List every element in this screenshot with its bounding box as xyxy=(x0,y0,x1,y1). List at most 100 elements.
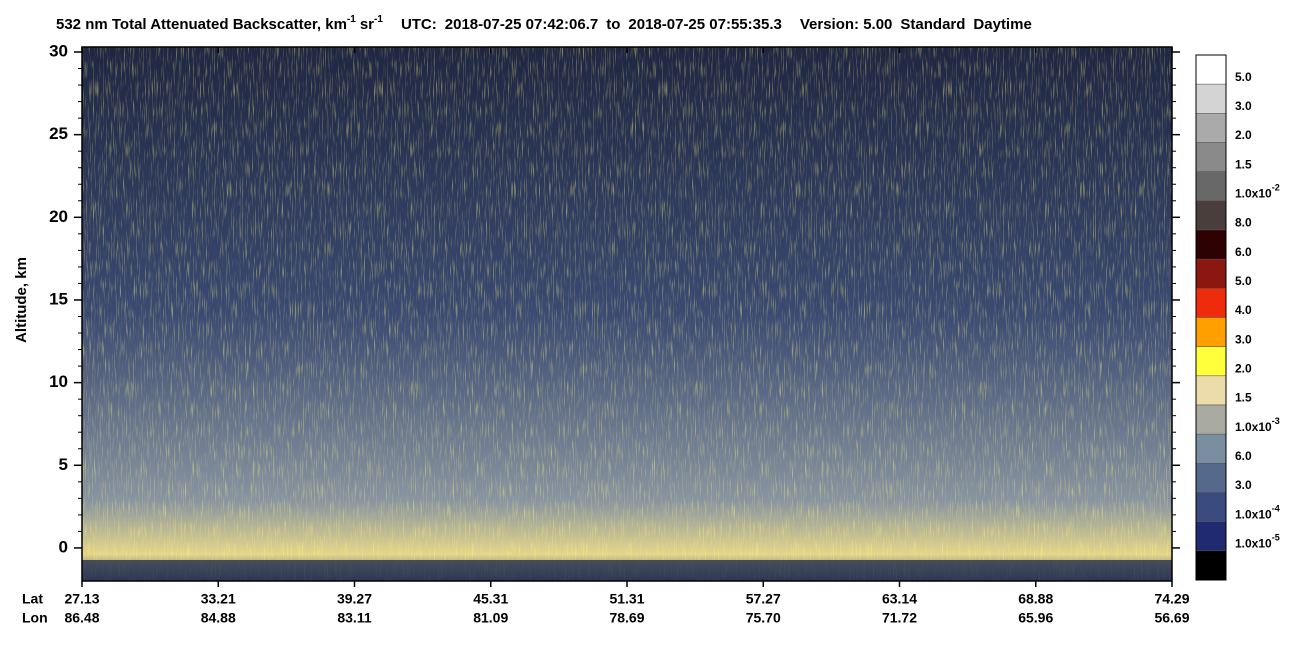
colorbar-label-text: 6.0 xyxy=(1235,245,1252,259)
y-tick-label: 10 xyxy=(49,372,68,391)
colorbar-label-text: 1.0x10 xyxy=(1235,507,1272,521)
x-tick-label: 27.13 xyxy=(64,591,99,607)
x-tick-label: 84.88 xyxy=(201,610,236,626)
colorbar-label: 1.5 xyxy=(1235,391,1252,405)
colorbar-label: 1.0x10-2 xyxy=(1235,183,1280,201)
x-tick-label: 75.70 xyxy=(746,610,781,626)
colorbar-swatch xyxy=(1195,54,1227,85)
x-tick-label: 45.31 xyxy=(473,591,508,607)
colorbar-label-text: 3.0 xyxy=(1235,332,1252,346)
colorbar-label-text: 2.0 xyxy=(1235,362,1252,376)
colorbar-swatch xyxy=(1195,463,1227,493)
x-tick-label: 63.14 xyxy=(882,591,917,607)
colorbar-swatch xyxy=(1195,200,1227,231)
title: 532 nm Total Attenuated Backscatter, km-… xyxy=(56,14,1032,33)
colorbar-label: 4.0 xyxy=(1235,303,1252,317)
x-tick-label: 57.27 xyxy=(746,591,781,607)
colorbar-label: 2.0 xyxy=(1235,362,1252,376)
colorbar-label: 5.0 xyxy=(1235,274,1252,288)
x-tick-label: 39.27 xyxy=(337,591,372,607)
x-tick-label: 71.72 xyxy=(882,610,917,626)
colorbar-swatch xyxy=(1195,229,1227,260)
colorbar-swatch xyxy=(1195,258,1227,289)
colorbar-swatch xyxy=(1195,346,1227,377)
colorbar-swatch xyxy=(1195,83,1227,114)
colorbar-swatch xyxy=(1195,492,1227,522)
subtitle-part: 2018-07-25 07:42:06.7 xyxy=(445,16,598,33)
title-sup: -1 xyxy=(347,14,356,25)
colorbar-label: 5.0 xyxy=(1235,70,1252,84)
colorbar-swatch xyxy=(1195,433,1227,464)
colorbar-label-text: 1.5 xyxy=(1235,157,1252,171)
colorbar-label: 6.0 xyxy=(1235,449,1252,463)
y-tick-label: 30 xyxy=(49,41,68,60)
colorbar-label-text: 2.0 xyxy=(1235,128,1252,142)
colorbar-label: 1.0x10-5 xyxy=(1235,533,1280,551)
colorbar-swatch xyxy=(1195,317,1227,347)
colorbar-swatch xyxy=(1195,550,1227,581)
x-tick-label: 68.88 xyxy=(1018,591,1053,607)
subtitle-part: 2018-07-25 07:55:35.3 xyxy=(628,16,781,33)
colorbar-label-exp: -3 xyxy=(1272,416,1280,426)
y-tick-label: 25 xyxy=(49,124,68,143)
colorbar-label-exp: -4 xyxy=(1272,504,1280,514)
subtitle-part: Daytime xyxy=(973,16,1031,33)
colorbar-label: 3.0 xyxy=(1235,332,1252,346)
colorbar-swatch xyxy=(1195,375,1227,406)
x-row-name: Lon xyxy=(22,610,48,626)
colorbar: 5.03.02.01.51.0x10-28.06.05.04.03.02.01.… xyxy=(1195,54,1280,581)
x-tick-label: 81.09 xyxy=(473,610,508,626)
x-row-name: Lat xyxy=(22,591,43,607)
colorbar-swatch xyxy=(1195,113,1227,143)
x-tick-label: 33.21 xyxy=(201,591,236,607)
x-tick-label: 83.11 xyxy=(337,610,371,626)
x-tick-label: 78.69 xyxy=(609,610,644,626)
x-tick-label: 56.69 xyxy=(1154,610,1189,626)
colorbar-label-text: 5.0 xyxy=(1235,274,1252,288)
colorbar-label-text: 3.0 xyxy=(1235,99,1252,113)
x-tick-label: 86.48 xyxy=(64,610,99,626)
title-sup: -1 xyxy=(374,14,383,25)
colorbar-label-text: 6.0 xyxy=(1235,449,1252,463)
colorbar-label-text: 1.5 xyxy=(1235,391,1252,405)
colorbar-label-text: 8.0 xyxy=(1235,216,1252,230)
colorbar-label: 6.0 xyxy=(1235,245,1252,259)
colorbar-swatch xyxy=(1195,521,1227,552)
colorbar-label: 2.0 xyxy=(1235,128,1252,142)
colorbar-label-text: 1.0x10 xyxy=(1235,420,1272,434)
y-axis-label: Altitude, km xyxy=(13,257,30,343)
chart-title: 532 nm Total Attenuated Backscatter, km-… xyxy=(56,14,1032,33)
subtitle-part: to xyxy=(606,16,620,33)
colorbar-label: 3.0 xyxy=(1235,99,1252,113)
x-tick-label: 74.29 xyxy=(1154,591,1189,607)
y-tick-label: 20 xyxy=(49,207,68,226)
backscatter-field xyxy=(82,47,1172,581)
colorbar-label-exp: -5 xyxy=(1272,533,1280,543)
colorbar-label-text: 1.0x10 xyxy=(1235,187,1272,201)
colorbar-label: 8.0 xyxy=(1235,216,1252,230)
colorbar-label-text: 1.0x10 xyxy=(1235,537,1272,551)
x-tick-label: 65.96 xyxy=(1018,610,1053,626)
colorbar-swatch xyxy=(1195,404,1227,435)
title-unit: sr xyxy=(360,16,374,33)
colorbar-label: 3.0 xyxy=(1235,478,1252,492)
colorbar-swatch xyxy=(1195,171,1227,202)
subtitle-part: UTC: xyxy=(401,16,437,33)
subtitle-part: Version: 5.00 xyxy=(800,16,893,33)
colorbar-swatch xyxy=(1195,288,1227,318)
colorbar-label: 1.0x10-4 xyxy=(1235,504,1280,522)
colorbar-label-text: 4.0 xyxy=(1235,303,1252,317)
title-text: 532 nm Total Attenuated Backscatter, km xyxy=(56,16,347,33)
colorbar-label: 1.5 xyxy=(1235,157,1252,171)
colorbar-label-text: 3.0 xyxy=(1235,478,1252,492)
y-tick-label: 5 xyxy=(59,455,68,474)
colorbar-label-exp: -2 xyxy=(1272,183,1280,193)
y-tick-label: 15 xyxy=(49,289,68,308)
colorbar-label-text: 5.0 xyxy=(1235,70,1252,84)
colorbar-label: 1.0x10-3 xyxy=(1235,416,1280,434)
subtitle-part: Standard xyxy=(900,16,965,33)
colorbar-frame xyxy=(1195,54,1227,581)
colorbar-swatch xyxy=(1195,142,1227,172)
y-tick-label: 0 xyxy=(59,537,68,556)
